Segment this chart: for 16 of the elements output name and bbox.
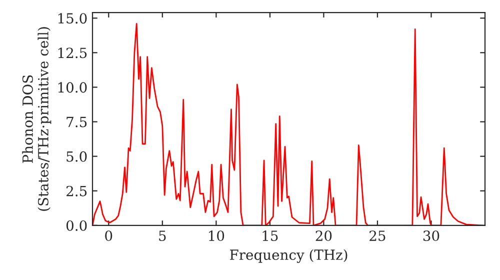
x-tick-label: 15 xyxy=(262,230,278,242)
x-tick-label: 30 xyxy=(423,230,440,242)
y-tick-label: 2.5 xyxy=(66,186,87,196)
x-tick-label: 5 xyxy=(159,230,166,242)
x-tick-label: 0 xyxy=(105,230,112,242)
y-tick-label: 7.5 xyxy=(66,116,87,128)
y-tick-label: 12.5 xyxy=(58,48,87,58)
y-tick-label: 0.0 xyxy=(66,220,87,231)
y-tick-label: 10.0 xyxy=(58,82,87,93)
x-axis-title: Frequency (THz) xyxy=(230,249,348,263)
y-tick-label: 5.0 xyxy=(66,151,87,162)
y-axis-title: Phonon DOS (States/THz·primitive cell) xyxy=(22,27,52,211)
x-tick-label: 25 xyxy=(370,230,386,242)
x-tick-label: 20 xyxy=(316,230,332,242)
x-tick-label: 10 xyxy=(209,230,224,242)
y-tick-label: 15.0 xyxy=(58,13,87,24)
